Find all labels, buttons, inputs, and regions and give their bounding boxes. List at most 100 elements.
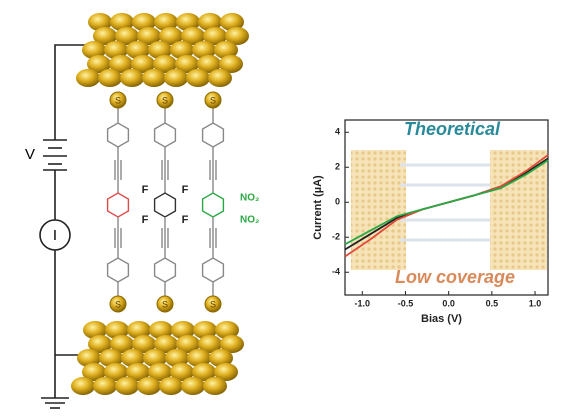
gold-atom — [154, 13, 178, 31]
gold-atom — [109, 55, 133, 73]
benzene-ring — [201, 122, 225, 148]
x-tick-label: 0.5 — [486, 298, 499, 308]
gold-atom — [176, 335, 200, 353]
y-tick-label: 2 — [335, 162, 340, 172]
gold-atom — [225, 27, 249, 45]
gold-atom — [88, 335, 112, 353]
gold-atom — [120, 69, 144, 87]
sulfur-atom — [109, 295, 127, 313]
fluorine-label: F — [142, 184, 149, 196]
benzene-ring — [201, 192, 225, 218]
gold-atom — [110, 335, 134, 353]
sulfur-atom — [204, 295, 222, 313]
gold-atom — [87, 55, 111, 73]
gold-atom — [88, 13, 112, 31]
y-tick-label: -4 — [332, 267, 340, 277]
benzene-ring — [153, 257, 177, 283]
gold-atom — [164, 69, 188, 87]
gold-atom — [198, 335, 222, 353]
gold-atom — [105, 321, 129, 339]
gold-atom — [159, 27, 183, 45]
gold-atom — [175, 55, 199, 73]
benzene-ring — [153, 192, 177, 218]
gold-atom — [154, 335, 178, 353]
gold-atom — [203, 377, 227, 395]
fluorine-label: F — [182, 184, 189, 196]
gold-atom — [214, 41, 238, 59]
benzene-ring — [106, 192, 130, 218]
sulfur-label: S — [210, 299, 216, 309]
gold-atom — [176, 13, 200, 31]
x-tick-label: -0.5 — [398, 298, 414, 308]
plot-frame — [344, 119, 549, 296]
x-tick-label: -1.0 — [355, 298, 371, 308]
benzene-ring — [106, 122, 130, 148]
gold-atom — [148, 41, 172, 59]
gold-atom — [186, 69, 210, 87]
stm-image — [351, 150, 406, 270]
gold-atom — [137, 377, 161, 395]
gold-atom — [208, 69, 232, 87]
nitro-label: NO₂ — [240, 193, 259, 204]
gold-atom — [192, 41, 216, 59]
gold-atom — [131, 55, 155, 73]
gold-atom — [142, 69, 166, 87]
nitro-label: NO₂ — [240, 215, 259, 226]
iv-curve — [344, 159, 549, 246]
gold-atom — [187, 349, 211, 367]
gold-atom — [110, 13, 134, 31]
sulfur-label: S — [162, 299, 168, 309]
gold-atom — [198, 13, 222, 31]
gold-atom — [76, 69, 100, 87]
source-label: V — [25, 146, 35, 163]
x-tick-label: 1.0 — [529, 298, 542, 308]
gold-atom — [126, 41, 150, 59]
gold-atom — [220, 335, 244, 353]
x-tick-label: 0.0 — [442, 298, 455, 308]
gold-atom — [149, 321, 173, 339]
gold-atom — [83, 321, 107, 339]
annotation: Theoretical — [404, 119, 501, 139]
gold-atom — [215, 321, 239, 339]
gold-atom — [126, 363, 150, 381]
gold-atom — [159, 377, 183, 395]
molecules — [106, 108, 225, 296]
gold-atom — [197, 55, 221, 73]
gold-atom — [104, 41, 128, 59]
gold-atom — [82, 363, 106, 381]
fluorine-label: F — [142, 214, 149, 226]
sulfur-label: S — [210, 95, 216, 105]
gold-atom — [93, 27, 117, 45]
gold-atom — [132, 335, 156, 353]
chart: -1.0 -0.5 0.0 0.5 1.0 4 2 0 -2 -4 Bias (V) Current … — [312, 119, 549, 325]
electrodes — [71, 13, 249, 395]
gold-atom — [170, 363, 194, 381]
stm-image — [490, 150, 547, 270]
gold-atom — [143, 349, 167, 367]
gold-atom — [171, 321, 195, 339]
gold-atom — [137, 27, 161, 45]
gold-atom — [115, 377, 139, 395]
gold-atom — [132, 13, 156, 31]
gold-atom — [77, 349, 101, 367]
y-tick-label: 0 — [335, 197, 340, 207]
gold-atom — [121, 349, 145, 367]
gold-atom — [203, 27, 227, 45]
y-axis-label: Current (µA) — [312, 175, 324, 240]
gold-atom — [115, 27, 139, 45]
gold-atom — [71, 377, 95, 395]
sulfur-atom — [156, 91, 174, 109]
circuit — [39, 44, 95, 409]
gold-atom — [193, 321, 217, 339]
sulfur-label: S — [162, 95, 168, 105]
gold-atom — [181, 27, 205, 45]
sulfur-label: S — [115, 299, 121, 309]
gold-atom — [104, 363, 128, 381]
y-tick-label: -2 — [332, 232, 340, 242]
wire — [54, 44, 95, 398]
gold-atom — [98, 69, 122, 87]
benzene-ring — [106, 257, 130, 283]
sulfur-label: S — [115, 95, 121, 105]
gold-atom — [153, 55, 177, 73]
